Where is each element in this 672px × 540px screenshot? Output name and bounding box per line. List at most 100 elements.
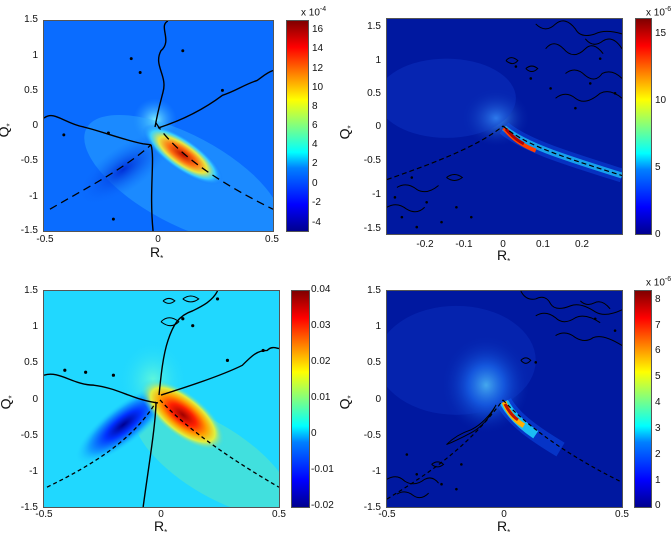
x-tick: 0.5 <box>272 509 286 520</box>
x-tick: 0.5 <box>265 234 279 245</box>
x-tick: 0.5 <box>615 509 629 520</box>
x-tick: -0.2 <box>416 239 434 250</box>
colorbar-tick: -0.01 <box>311 464 334 475</box>
y-axis-label: Q* <box>336 395 356 410</box>
x-tick: 0 <box>500 239 506 250</box>
y-tick: 0 <box>375 394 381 405</box>
colorbar-tick: 5 <box>655 371 661 382</box>
colorbar-tick: 7 <box>655 320 661 331</box>
y-tick: 1 <box>32 321 38 332</box>
colorbar-tick: 3 <box>655 423 661 434</box>
colorbar-tick: 6 <box>312 120 318 131</box>
y-tick: 1.5 <box>24 285 38 296</box>
y-tick: 0 <box>32 394 38 405</box>
colorbar-tick: 6 <box>655 345 661 356</box>
colorbar <box>286 20 309 232</box>
colorbar-tick: 14 <box>312 43 324 54</box>
colorbar-exponent-value: -6 <box>664 276 672 283</box>
heatmap-plot-area <box>43 290 280 508</box>
colorbar-tick: 0.03 <box>311 320 331 331</box>
colorbar-multiplier: x 10 <box>646 7 665 19</box>
colorbar-tick: 0 <box>312 178 318 189</box>
colorbar-tick: 10 <box>655 95 667 106</box>
colorbar-tick: 10 <box>312 82 324 93</box>
y-tick: -1.5 <box>20 502 38 513</box>
y-tick: -1 <box>29 466 38 477</box>
y-tick: -1.5 <box>20 225 38 236</box>
heatmap-plot-area <box>386 18 623 235</box>
x-axis-label: R* <box>497 247 511 266</box>
x-axis-label: R* <box>154 518 168 537</box>
y-tick: 0.5 <box>24 357 38 368</box>
colorbar-tick: 0 <box>655 500 661 511</box>
y-tick: -0.5 <box>363 430 381 441</box>
y-axis-label: Q* <box>0 123 15 137</box>
colorbar-tick: 8 <box>655 294 661 305</box>
y-tick: 1 <box>32 50 38 61</box>
colorbar-tick: 2 <box>312 158 318 169</box>
colorbar-tick: 0.01 <box>311 392 331 403</box>
heatmap-plot-area <box>386 290 623 508</box>
y-axis-label: Q* <box>336 125 356 140</box>
y-tick: 1.5 <box>367 21 381 32</box>
y-tick: -1 <box>372 189 381 200</box>
colorbar-tick: 4 <box>655 397 661 408</box>
colorbar <box>634 290 652 508</box>
colorbar-exponent: x 10-6 <box>646 6 671 18</box>
y-tick: 0 <box>32 120 38 131</box>
y-axis-label: Q* <box>0 395 17 409</box>
x-tick: 0 <box>158 509 164 520</box>
x-tick: 0 <box>155 234 161 245</box>
colorbar-tick: 16 <box>312 24 324 35</box>
x-axis-label: R* <box>497 518 511 537</box>
colorbar-tick: 5 <box>655 162 661 173</box>
y-tick: -1 <box>29 191 38 202</box>
colorbar-tick: 0.04 <box>311 284 331 295</box>
heatmap-field <box>387 20 622 229</box>
heatmap-field <box>44 21 273 231</box>
colorbar-exponent-value: -4 <box>319 6 327 13</box>
y-tick: -0.5 <box>363 155 381 166</box>
y-tick: -1.5 <box>363 223 381 234</box>
colorbar-tick: 0 <box>311 428 317 439</box>
y-tick: 0.5 <box>24 85 38 96</box>
colorbar-tick: 4 <box>312 139 318 150</box>
y-tick: -1.5 <box>363 502 381 513</box>
colorbar-tick: 2 <box>655 449 661 460</box>
y-tick: -0.5 <box>20 155 38 166</box>
colorbar-multiplier: x 10 <box>646 277 665 289</box>
x-tick: 0 <box>501 509 507 520</box>
colorbar <box>635 18 652 235</box>
y-tick: 0 <box>375 121 381 132</box>
x-tick: -0.5 <box>378 509 396 520</box>
colorbar <box>291 290 310 508</box>
colorbar-tick: 12 <box>312 63 324 74</box>
colorbar-tick: 0 <box>655 229 661 240</box>
y-tick: 1 <box>375 55 381 66</box>
y-tick: -0.5 <box>20 430 38 441</box>
colorbar-tick: -0.02 <box>311 500 334 511</box>
x-tick: -0.5 <box>35 509 53 520</box>
colorbar-tick: 0.02 <box>311 356 331 367</box>
colorbar-exponent: x 10-6 <box>646 276 671 288</box>
y-tick: 1.5 <box>367 285 381 296</box>
colorbar-tick: -2 <box>312 197 321 208</box>
x-tick: -0.1 <box>455 239 473 250</box>
x-tick: 0.2 <box>575 239 589 250</box>
x-tick: -0.5 <box>36 234 54 245</box>
y-tick: 0.5 <box>367 357 381 368</box>
colorbar-tick: 8 <box>312 101 318 112</box>
colorbar-tick: 1 <box>655 475 661 486</box>
colorbar-tick: -4 <box>312 217 321 228</box>
colorbar-exponent-value: -6 <box>664 6 672 13</box>
y-tick: 1.5 <box>24 14 38 25</box>
heatmap-field <box>44 291 279 507</box>
y-tick: 1 <box>375 321 381 332</box>
colorbar-exponent: x 10-4 <box>301 6 326 18</box>
heatmap-field <box>387 291 622 500</box>
y-tick: 0.5 <box>367 88 381 99</box>
colorbar-tick: 15 <box>655 28 667 39</box>
heatmap-plot-area <box>43 20 274 232</box>
y-tick: -1 <box>372 466 381 477</box>
colorbar-multiplier: x 10 <box>301 7 320 19</box>
